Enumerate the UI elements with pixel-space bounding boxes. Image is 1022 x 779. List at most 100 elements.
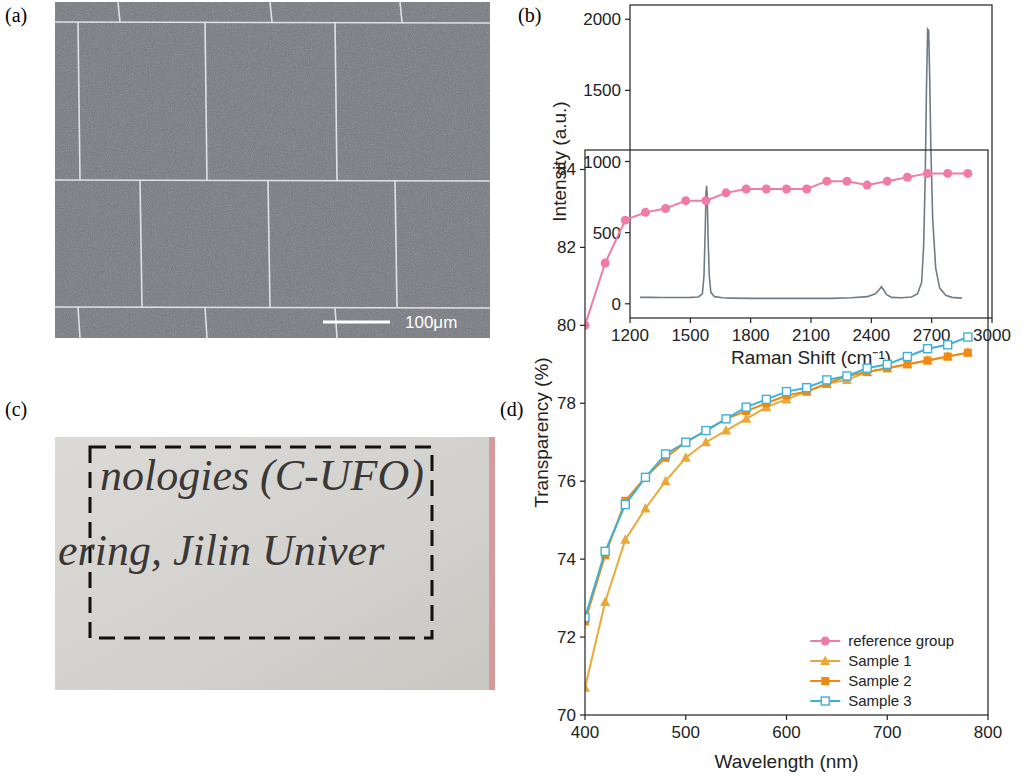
y-tick: [625, 232, 630, 233]
marker: [943, 351, 953, 361]
y-tick-label: 84: [557, 160, 576, 179]
y-tick-label: 72: [557, 628, 576, 647]
marker: [640, 503, 650, 513]
scale-bar-label: 100μm: [405, 313, 457, 332]
sem-grain: [55, 2, 490, 338]
marker: [924, 345, 932, 353]
tile-boundary: [400, 2, 402, 22]
series-line: [640, 29, 962, 298]
marker: [620, 534, 630, 544]
marker: [722, 415, 730, 423]
x-tick: [810, 318, 811, 323]
marker: [661, 476, 671, 486]
photo-text: ering, Jilin Univer: [58, 526, 385, 575]
legend-marker: [821, 697, 829, 705]
marker: [924, 356, 932, 364]
x-tick-label: 700: [873, 723, 901, 742]
legend: reference groupSample 1Sample 2Sample 3: [810, 632, 954, 709]
x-tick: [690, 318, 691, 323]
marker: [883, 177, 892, 186]
x-axis-title: Wavelength (nm): [715, 751, 859, 772]
marker: [944, 353, 952, 361]
series-line: [585, 173, 968, 325]
y-tick-label: 74: [557, 550, 576, 569]
x-tick: [629, 318, 630, 323]
x-tick-label: 800: [974, 723, 1002, 742]
marker: [585, 682, 590, 692]
tile-boundary: [140, 180, 142, 307]
tile-boundary: [55, 307, 490, 308]
y-tick-label: 78: [557, 394, 576, 413]
marker: [621, 501, 629, 509]
marker: [802, 184, 811, 193]
marker: [923, 355, 933, 365]
marker: [702, 427, 710, 435]
y-tick: [580, 325, 585, 326]
x-tick-label: 400: [571, 723, 599, 742]
marker: [843, 372, 851, 380]
plot-area: [640, 29, 962, 298]
marker: [803, 384, 811, 392]
x-tick: [584, 715, 585, 720]
legend-marker: [821, 637, 830, 646]
marker: [963, 169, 972, 178]
chart: (d)4005006007008007072747678808284Wavele…: [500, 150, 1002, 772]
legend-label: Sample 2: [848, 672, 911, 689]
plot-area: [585, 169, 973, 692]
marker: [742, 403, 750, 411]
x-tick: [685, 715, 686, 720]
y-tick: [625, 161, 630, 162]
plot-frame: [585, 150, 988, 715]
x-tick-label: 1200: [611, 326, 649, 345]
series-line: [585, 337, 968, 618]
tile-boundary: [270, 2, 272, 22]
x-tick-label: 3000: [973, 326, 1011, 345]
panel-label: (d): [500, 398, 523, 421]
marker: [701, 196, 710, 205]
y-tick: [580, 559, 585, 560]
plot-frame: [630, 5, 992, 318]
tile-boundary: [55, 180, 490, 181]
y-tick-label: 0: [612, 295, 621, 314]
y-axis-title: Transparency (%): [531, 357, 552, 507]
y-tick-label: 2000: [583, 10, 621, 29]
marker: [661, 204, 670, 213]
marker: [722, 415, 730, 423]
marker: [621, 216, 630, 225]
x-tick-label: 600: [772, 723, 800, 742]
x-tick: [931, 318, 932, 323]
legend-marker: [821, 677, 829, 685]
marker: [641, 208, 650, 217]
y-tick: [580, 714, 585, 715]
y-tick: [580, 481, 585, 482]
figure: (a)100μm(c)nologies (C-UFO)ering, Jilin …: [0, 0, 1022, 779]
y-tick: [580, 169, 585, 170]
marker: [641, 473, 649, 481]
y-tick-label: 70: [557, 706, 576, 725]
y-tick: [625, 90, 630, 91]
y-tick: [580, 403, 585, 404]
tile-boundary: [55, 22, 490, 23]
marker: [600, 597, 610, 607]
y-tick-label: 1000: [583, 153, 621, 172]
marker: [903, 353, 911, 361]
marker: [903, 360, 911, 368]
marker: [682, 438, 690, 446]
series-line: [585, 353, 968, 622]
sem-image: [55, 2, 490, 338]
tile-boundary: [118, 2, 120, 22]
marker: [682, 438, 690, 446]
y-tick: [580, 636, 585, 637]
marker: [762, 184, 771, 193]
marker: [964, 333, 972, 341]
photo-text: nologies (C-UFO): [100, 451, 424, 500]
marker: [742, 184, 751, 193]
scale-bar: [323, 321, 390, 324]
panel-label: (a): [5, 4, 27, 27]
tile-boundary: [395, 180, 397, 307]
x-tick: [871, 318, 872, 323]
marker: [923, 169, 932, 178]
photo-edge: [489, 437, 495, 690]
marker: [601, 259, 610, 268]
marker: [863, 181, 872, 190]
